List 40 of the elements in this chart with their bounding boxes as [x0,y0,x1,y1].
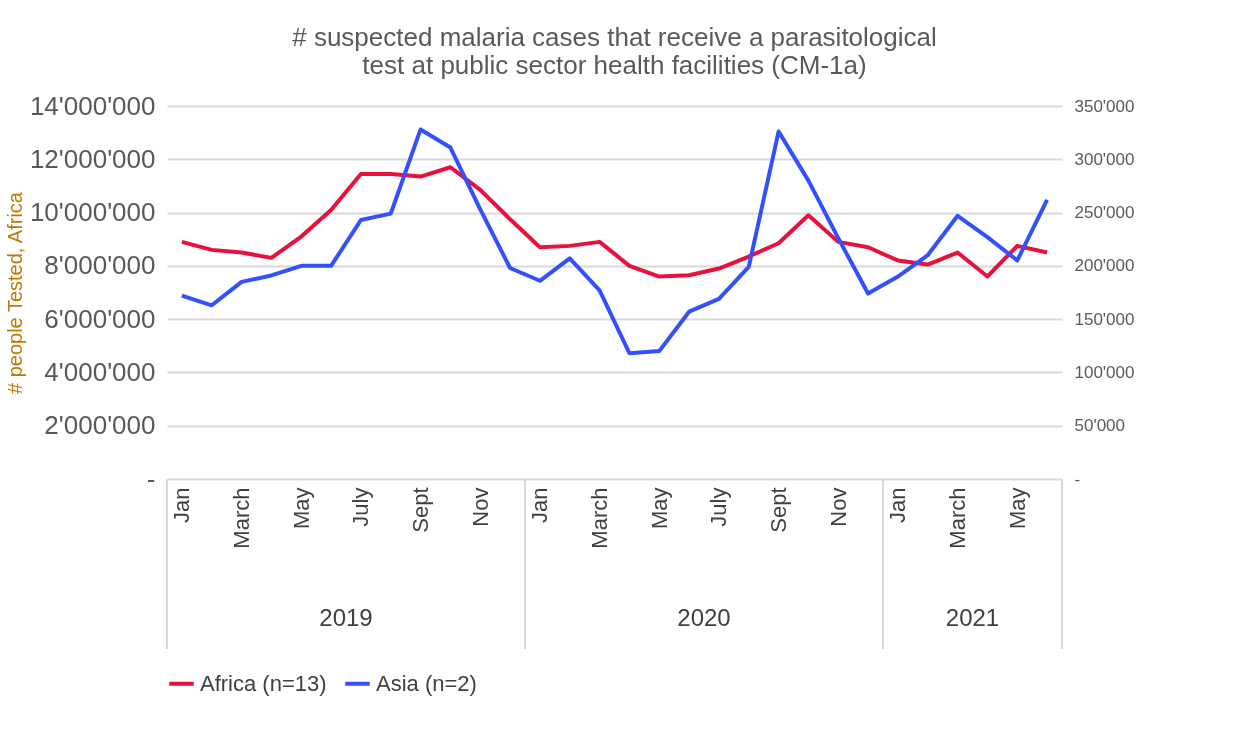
y-tick-label: 2'000'000 [44,410,156,441]
y-tick-label: 8'000'000 [44,250,156,281]
y2-tick-label: 100'000 [1074,362,1135,382]
x-tick-label: Jan [169,487,195,523]
y-tick-label: 10'000'000 [29,197,156,228]
y-axis-title: # people Tested, Africa [3,191,26,394]
y2-tick-label: 350'000 [1074,96,1135,116]
line-series [179,165,1050,279]
y-tick-label: 4'000'000 [44,356,156,387]
chart-title: # suspected malaria cases that receive a parasitological test at public sector health facilities (CM-1a) [292,22,937,80]
x-tick-label: Jan [885,487,911,523]
x-tick-label: July [706,487,732,527]
x-tick-label: March [945,487,971,549]
x-tick-label: Jan [527,487,553,523]
x-tick-label: March [587,487,613,549]
y2-tick-label: 300'000 [1074,149,1135,169]
x-tick-label: Sept [408,487,434,533]
legend-label: Africa (n=13) [200,670,327,696]
x-tick-label: Nov [467,487,493,527]
y-tick-label: - [146,463,156,494]
text: 2021 [945,604,1000,631]
x-tick-label: Nov [825,487,851,527]
y2-tick-label: 200'000 [1074,256,1135,276]
text: 2019 [319,604,373,631]
y-tick-label: 14'000'000 [29,90,156,121]
x-tick-label: May [646,487,672,530]
text: 2020 [677,604,731,631]
x-tick-label: May [288,487,314,530]
y2-tick-label: - [1074,469,1081,489]
x-tick-label: May [1004,487,1030,530]
x-tick-label: Sept [766,487,792,533]
x-tick-label: July [348,487,374,527]
line-series [179,127,1050,356]
y2-tick-label: 50'000 [1074,416,1126,436]
x-tick-label: March [229,487,255,549]
y-tick-label: 12'000'000 [29,143,156,174]
y2-tick-label: 150'000 [1074,309,1135,329]
y2-tick-label: 250'000 [1074,203,1135,223]
legend-label: Asia (n=2) [376,670,477,696]
y-tick-label: 6'000'000 [44,303,156,334]
